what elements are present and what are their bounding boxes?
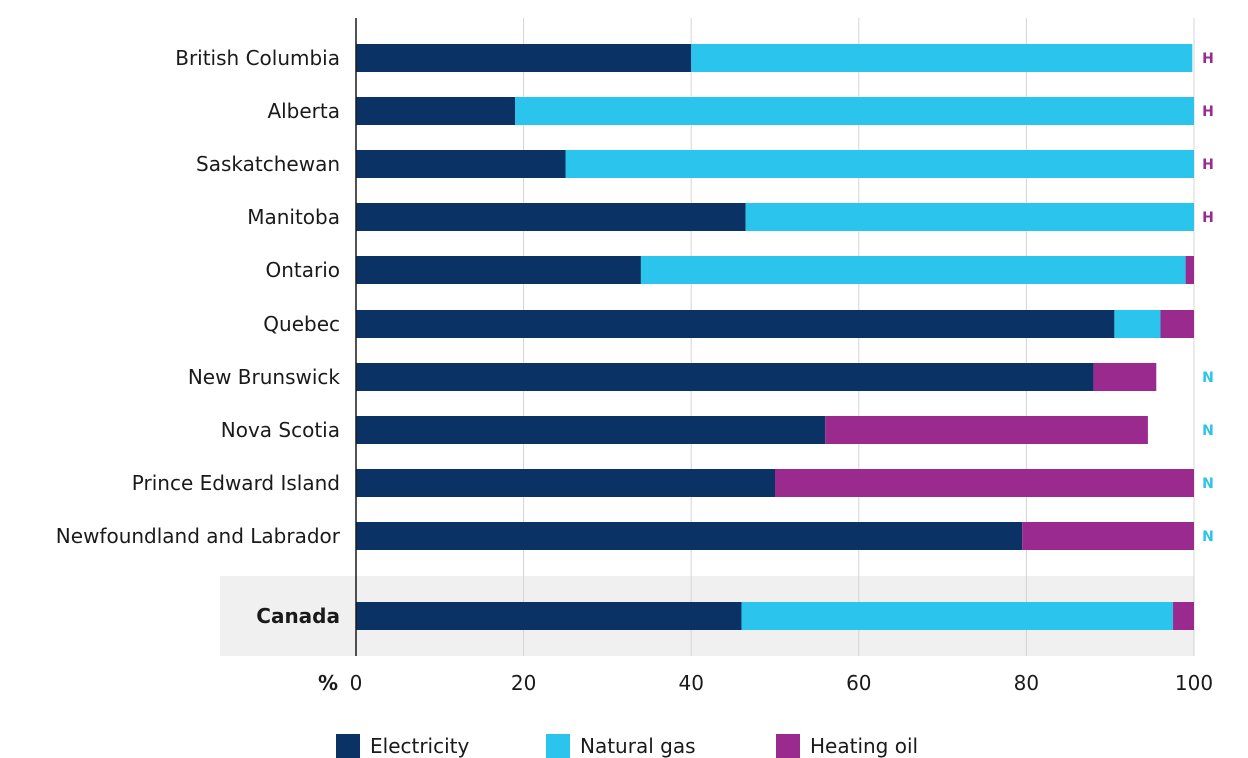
category-label-nova-scotia: Nova Scotia	[221, 418, 340, 442]
annotation-nova-scotia: N	[1202, 423, 1214, 439]
bar-new-brunswick-electricity	[356, 363, 1094, 391]
axes: 0 20 40 60 80 100%	[318, 18, 1213, 695]
legend-label-electricity: Electricity	[370, 734, 470, 758]
x-tick-label-80: 80	[1014, 671, 1039, 695]
bar-ontario-natural-gas	[640, 256, 1186, 284]
category-label-british-columbia: British Columbia	[175, 46, 340, 70]
bar-quebec-natural-gas	[1114, 310, 1161, 338]
category-label-canada: Canada	[256, 604, 340, 628]
bar-nova-scotia-electricity	[356, 416, 826, 444]
bar-quebec-electricity	[356, 310, 1115, 338]
category-label-alberta: Alberta	[267, 99, 340, 123]
category-label-new-brunswick: New Brunswick	[188, 365, 341, 389]
annotation-newfoundland-and-labrador: N	[1202, 529, 1214, 545]
bar-canada-natural-gas	[741, 602, 1174, 630]
bar-quebec-heating-oil	[1160, 310, 1194, 338]
category-label-saskatchewan: Saskatchewan	[196, 152, 340, 176]
bar-ontario-electricity	[356, 256, 641, 284]
legend-swatch-natural-gas	[546, 734, 570, 758]
bar-manitoba-natural-gas	[745, 203, 1194, 231]
bar-saskatchewan-electricity	[356, 150, 566, 178]
bar-prince-edward-island-heating-oil	[775, 469, 1194, 497]
x-tick-label-20: 20	[511, 671, 536, 695]
annotation-british-columbia: H	[1202, 51, 1214, 67]
x-tick-label-100: 100	[1175, 671, 1213, 695]
bar-newfoundland-and-labrador-electricity	[356, 522, 1023, 550]
legend-swatch-heating-oil	[776, 734, 800, 758]
x-tick-label-0: 0	[350, 671, 363, 695]
legend-swatch-electricity	[336, 734, 360, 758]
bar-saskatchewan-natural-gas	[565, 150, 1194, 178]
annotation-alberta: H	[1202, 104, 1214, 120]
bar-alberta-electricity	[356, 97, 516, 125]
x-tick-label-40: 40	[678, 671, 703, 695]
category-label-quebec: Quebec	[263, 312, 340, 336]
x-axis-unit-label: %	[318, 671, 338, 695]
bars	[356, 44, 1194, 630]
bar-british-columbia-natural-gas	[691, 44, 1193, 72]
bar-prince-edward-island-electricity	[356, 469, 775, 497]
annotation-manitoba: H	[1202, 210, 1214, 226]
bar-british-columbia-electricity	[356, 44, 692, 72]
annotation-prince-edward-island: N	[1202, 476, 1214, 492]
annotations: H H H H N N N N	[1202, 51, 1214, 545]
annotation-new-brunswick: N	[1202, 370, 1214, 386]
bar-nova-scotia-heating-oil	[825, 416, 1148, 444]
category-labels: British Columbia Alberta Saskatchewan Manit…	[56, 46, 341, 628]
bar-canada-heating-oil	[1173, 602, 1194, 630]
category-label-newfoundland-and-labrador: Newfoundland and Labrador	[56, 524, 341, 548]
legend-label-natural-gas: Natural gas	[580, 734, 696, 758]
x-tick-label-60: 60	[846, 671, 871, 695]
category-label-manitoba: Manitoba	[247, 205, 340, 229]
bar-canada-electricity	[356, 602, 742, 630]
bar-newfoundland-and-labrador-heating-oil	[1022, 522, 1194, 550]
bar-alberta-natural-gas	[515, 97, 1194, 125]
bar-ontario-heating-oil	[1185, 256, 1194, 284]
legend: Electricity Natural gas Heating oil	[336, 734, 918, 758]
category-label-ontario: Ontario	[265, 258, 340, 282]
annotation-saskatchewan: H	[1202, 157, 1214, 173]
bar-new-brunswick-heating-oil	[1093, 363, 1157, 391]
category-label-prince-edward-island: Prince Edward Island	[132, 471, 340, 495]
legend-label-heating-oil: Heating oil	[810, 734, 918, 758]
bar-manitoba-electricity	[356, 203, 746, 231]
